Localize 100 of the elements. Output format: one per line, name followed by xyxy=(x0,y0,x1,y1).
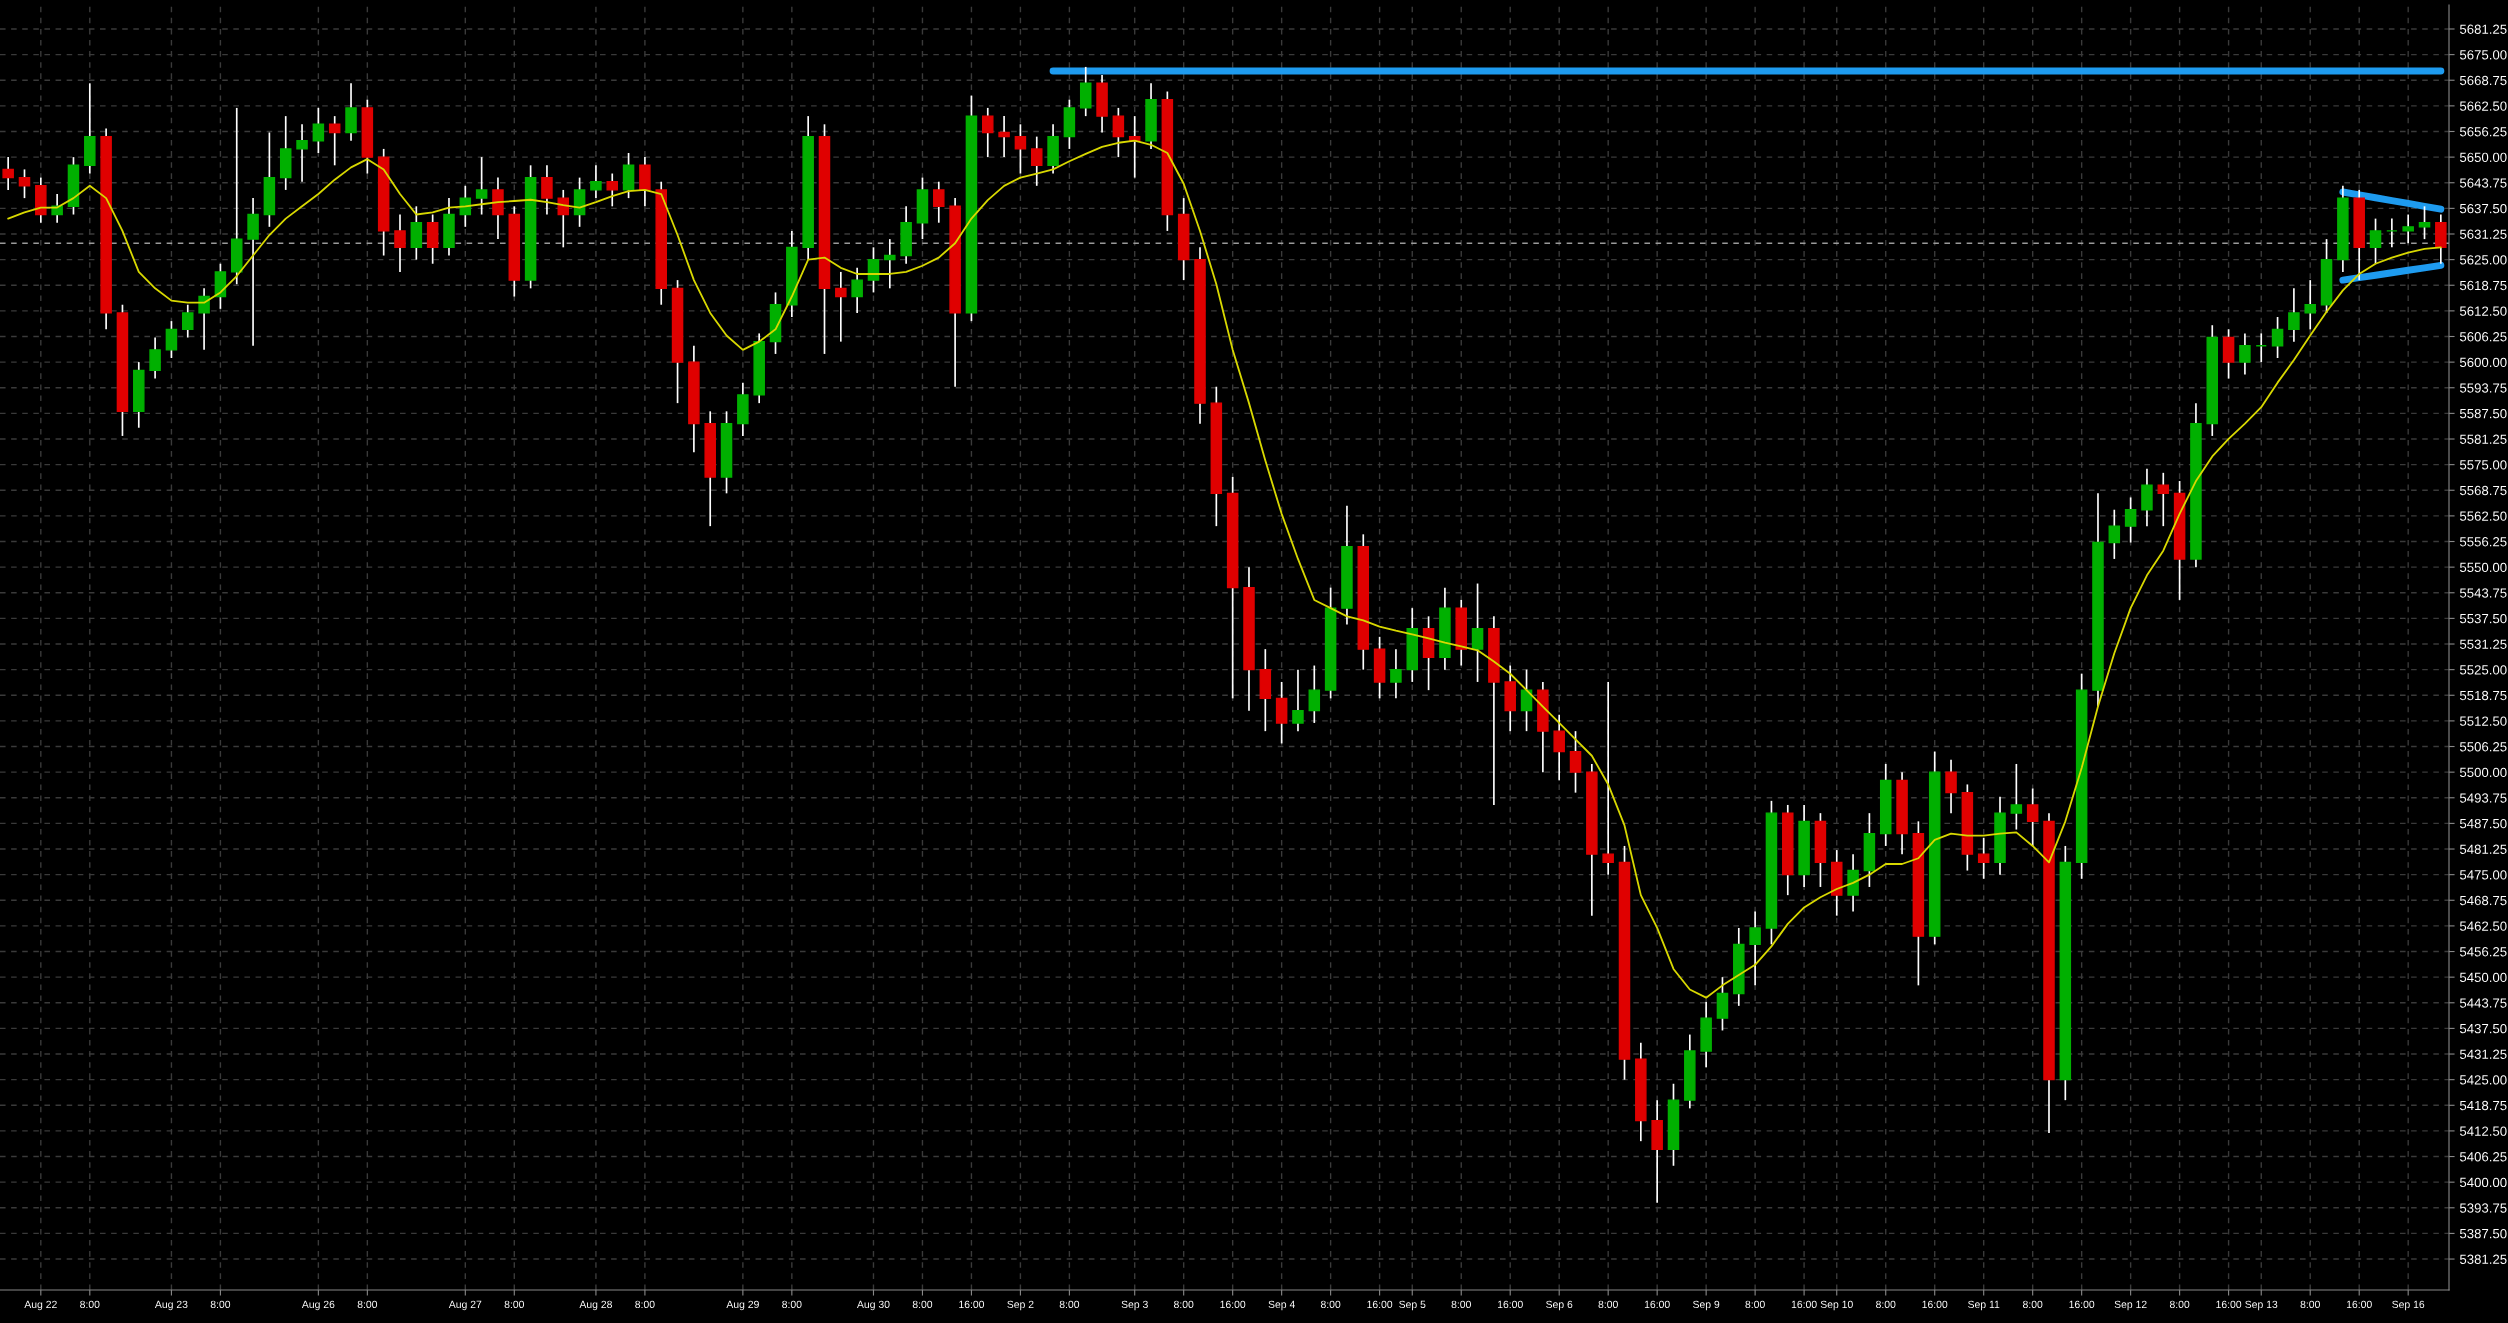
candlestick xyxy=(541,164,553,216)
candlestick xyxy=(296,123,308,183)
x-tick-label: 16:00 xyxy=(959,1300,985,1309)
y-tick-label: 5643.75 xyxy=(2459,178,2507,188)
x-tick-label: 16:00 xyxy=(1497,1300,1523,1309)
candlestick xyxy=(182,303,194,339)
candlestick xyxy=(606,172,619,208)
candlestick xyxy=(149,336,161,380)
x-tick-label: 8:00 xyxy=(504,1300,525,1309)
y-tick-label: 5656.25 xyxy=(2459,127,2507,137)
y-tick-label: 5675.00 xyxy=(2459,50,2507,60)
y-tick-label: 5668.75 xyxy=(2459,75,2507,86)
candlestick xyxy=(2402,213,2414,245)
y-tick-label: 5425.00 xyxy=(2459,1075,2507,1085)
x-tick-label: Aug 29 xyxy=(726,1300,759,1311)
candlestick xyxy=(2271,316,2284,359)
x-tick-label: 8:00 xyxy=(1745,1300,1765,1309)
y-tick-label: 5462.50 xyxy=(2459,921,2507,931)
x-tick-label: 16:00 xyxy=(1220,1300,1246,1309)
x-tick-label: Sep 16 xyxy=(2392,1300,2425,1311)
x-tick-label: 8:00 xyxy=(2300,1300,2320,1309)
candlestick xyxy=(18,168,31,199)
candlestick xyxy=(1471,582,1484,683)
x-tick-label: Sep 6 xyxy=(1546,1300,1573,1311)
y-tick-label: 5537.50 xyxy=(2459,613,2507,624)
y-tick-label: 5650.00 xyxy=(2459,152,2507,163)
x-tick-label: 8:00 xyxy=(635,1300,655,1309)
y-tick-label: 5443.75 xyxy=(2459,998,2507,1008)
x-tick-label: 16:00 xyxy=(2069,1300,2095,1309)
candlestick xyxy=(328,115,341,167)
y-tick-label: 5568.75 xyxy=(2459,485,2507,496)
y-tick-label: 5475.00 xyxy=(2459,870,2507,880)
y-tick-label: 5606.25 xyxy=(2459,332,2507,342)
candlestick xyxy=(394,213,406,273)
y-tick-label: 5587.50 xyxy=(2459,408,2507,419)
x-tick-label: Sep 10 xyxy=(1820,1300,1853,1311)
y-tick-label: 5506.25 xyxy=(2459,742,2507,752)
y-tick-label: 5550.00 xyxy=(2459,562,2507,573)
candlestick xyxy=(1014,123,1027,175)
y-tick-label: 5387.50 xyxy=(2459,1228,2507,1239)
x-tick-label: Aug 30 xyxy=(856,1300,890,1311)
x-tick-label: Sep 11 xyxy=(1968,1300,2000,1311)
x-tick-label: 8:00 xyxy=(210,1300,231,1309)
x-tick-label: Sep 4 xyxy=(1268,1300,1295,1311)
y-tick-label: 5393.75 xyxy=(2459,1203,2507,1213)
candlestick xyxy=(1945,759,1957,814)
x-tick-label: 8:00 xyxy=(782,1300,802,1309)
x-tick-label: 8:00 xyxy=(1174,1300,1194,1309)
x-tick-label: 16:00 xyxy=(2216,1300,2242,1309)
y-tick-label: 5593.75 xyxy=(2459,383,2507,393)
y-tick-label: 5481.25 xyxy=(2459,844,2507,854)
candlestick xyxy=(2010,763,2023,831)
candlestick xyxy=(1520,668,1533,732)
candlestick xyxy=(2124,496,2137,544)
y-tick-label: 5456.25 xyxy=(2459,947,2507,957)
x-tick-label: 8:00 xyxy=(80,1300,100,1309)
y-tick-label: 5518.75 xyxy=(2459,690,2507,701)
y-tick-label: 5575.00 xyxy=(2459,460,2507,470)
candlestick xyxy=(851,266,863,314)
y-tick-label: 5512.50 xyxy=(2459,716,2507,726)
y-tick-label: 5500.00 xyxy=(2459,767,2507,778)
x-tick-label: Sep 5 xyxy=(1399,1300,1426,1311)
candlestick xyxy=(2288,287,2300,343)
x-tick-label: 8:00 xyxy=(1059,1300,1080,1309)
y-tick-label: 5681.25 xyxy=(2459,24,2507,34)
y-tick-label: 5450.00 xyxy=(2459,972,2507,983)
y-tick-label: 5431.25 xyxy=(2459,1049,2507,1059)
x-tick-label: 8:00 xyxy=(1320,1300,1341,1309)
y-tick-label: 5562.50 xyxy=(2459,511,2507,521)
x-tick-label: 8:00 xyxy=(357,1300,378,1309)
x-tick-label: 8:00 xyxy=(1876,1300,1896,1309)
x-tick-label: Sep 13 xyxy=(2245,1300,2278,1311)
y-tick-label: 5556.25 xyxy=(2459,537,2507,547)
candlestick xyxy=(2418,205,2431,240)
y-tick-label: 5631.25 xyxy=(2459,229,2507,239)
x-tick-label: Aug 23 xyxy=(154,1300,188,1311)
x-tick-label: Aug 27 xyxy=(448,1300,482,1311)
x-tick-label: 8:00 xyxy=(2169,1300,2190,1309)
candlestick xyxy=(982,107,994,158)
y-tick-label: 5487.50 xyxy=(2459,818,2507,829)
candlestick xyxy=(475,156,488,216)
candlestick xyxy=(933,180,945,224)
y-tick-label: 5400.00 xyxy=(2459,1177,2507,1188)
candlestick xyxy=(1569,730,1582,794)
candlestick xyxy=(1602,681,1614,876)
y-tick-label: 5600.00 xyxy=(2459,357,2507,368)
candlestick xyxy=(2157,471,2170,527)
x-tick-label: 16:00 xyxy=(1644,1300,1670,1309)
y-tick-label: 5437.50 xyxy=(2459,1023,2507,1034)
candlestick xyxy=(1308,664,1321,724)
candlestick xyxy=(835,271,847,343)
candlestick xyxy=(2369,217,2382,265)
y-tick-label: 5418.75 xyxy=(2459,1100,2507,1111)
candlestick xyxy=(2026,787,2039,847)
candlestick xyxy=(1390,648,1402,700)
x-tick-label: Sep 9 xyxy=(1693,1300,1720,1311)
x-tick-label: Aug 26 xyxy=(301,1300,335,1311)
y-tick-label: 5637.50 xyxy=(2459,203,2507,214)
candlestick xyxy=(2,156,14,191)
y-tick-label: 5662.50 xyxy=(2459,101,2507,111)
